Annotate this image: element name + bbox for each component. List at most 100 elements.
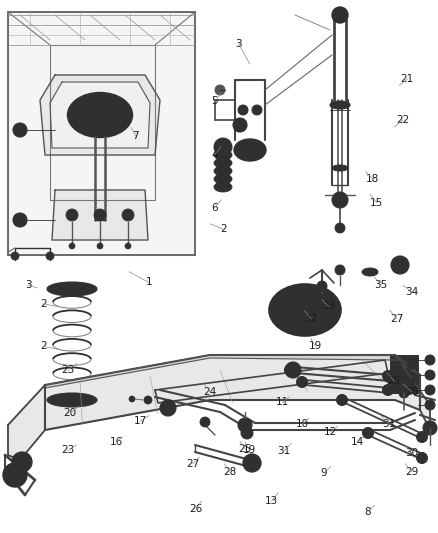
Circle shape bbox=[363, 427, 374, 439]
Ellipse shape bbox=[75, 98, 125, 132]
Circle shape bbox=[407, 379, 415, 387]
Text: 17: 17 bbox=[134, 416, 147, 426]
Text: 10: 10 bbox=[296, 419, 309, 429]
Ellipse shape bbox=[286, 296, 324, 324]
Circle shape bbox=[107, 99, 114, 106]
Circle shape bbox=[285, 365, 296, 376]
Ellipse shape bbox=[332, 165, 348, 171]
Text: 25: 25 bbox=[239, 445, 252, 454]
Ellipse shape bbox=[214, 182, 232, 192]
Text: 4: 4 bbox=[211, 150, 218, 159]
Text: 1: 1 bbox=[145, 278, 152, 287]
Circle shape bbox=[317, 281, 327, 291]
Ellipse shape bbox=[12, 452, 32, 472]
Circle shape bbox=[312, 297, 318, 303]
Text: 27: 27 bbox=[390, 314, 403, 324]
Circle shape bbox=[425, 385, 435, 395]
Circle shape bbox=[85, 99, 92, 106]
Circle shape bbox=[94, 209, 106, 221]
Ellipse shape bbox=[54, 395, 90, 405]
Bar bbox=[390, 355, 418, 393]
Text: 29: 29 bbox=[405, 467, 418, 477]
Circle shape bbox=[238, 105, 248, 115]
Circle shape bbox=[74, 111, 81, 118]
Circle shape bbox=[119, 111, 126, 118]
Ellipse shape bbox=[214, 174, 232, 184]
Circle shape bbox=[85, 125, 92, 132]
Text: 7: 7 bbox=[132, 131, 139, 141]
Circle shape bbox=[399, 388, 409, 398]
Circle shape bbox=[215, 85, 225, 95]
Ellipse shape bbox=[54, 285, 90, 294]
Circle shape bbox=[425, 355, 435, 365]
Ellipse shape bbox=[214, 158, 232, 168]
Circle shape bbox=[252, 105, 262, 115]
Polygon shape bbox=[155, 360, 388, 403]
Ellipse shape bbox=[214, 150, 232, 160]
Circle shape bbox=[319, 307, 325, 313]
Text: 28: 28 bbox=[223, 467, 237, 477]
Text: 3: 3 bbox=[25, 280, 32, 290]
Circle shape bbox=[332, 7, 348, 23]
Circle shape bbox=[66, 209, 78, 221]
Text: 31: 31 bbox=[277, 446, 290, 456]
Polygon shape bbox=[52, 190, 148, 240]
Text: 30: 30 bbox=[405, 448, 418, 458]
Polygon shape bbox=[45, 355, 420, 388]
Text: 8: 8 bbox=[364, 507, 371, 516]
Text: 27: 27 bbox=[186, 459, 199, 469]
Circle shape bbox=[160, 400, 176, 416]
Text: 13: 13 bbox=[265, 496, 278, 506]
Text: 26: 26 bbox=[190, 504, 203, 514]
Circle shape bbox=[144, 396, 152, 404]
Ellipse shape bbox=[330, 101, 350, 109]
Circle shape bbox=[245, 145, 255, 155]
Text: 9: 9 bbox=[321, 469, 328, 478]
Circle shape bbox=[386, 371, 400, 385]
Ellipse shape bbox=[47, 282, 97, 296]
Circle shape bbox=[46, 252, 54, 260]
Circle shape bbox=[19, 459, 25, 465]
Circle shape bbox=[391, 256, 409, 274]
Circle shape bbox=[17, 127, 23, 133]
Circle shape bbox=[382, 384, 393, 395]
Circle shape bbox=[11, 252, 19, 260]
Circle shape bbox=[407, 361, 415, 369]
Circle shape bbox=[417, 432, 427, 442]
Text: 2: 2 bbox=[40, 299, 47, 309]
Polygon shape bbox=[45, 355, 420, 430]
Circle shape bbox=[313, 316, 319, 322]
Text: 32: 32 bbox=[304, 314, 318, 324]
Circle shape bbox=[332, 192, 348, 208]
Ellipse shape bbox=[92, 110, 107, 120]
Circle shape bbox=[335, 223, 345, 233]
Text: 22: 22 bbox=[396, 115, 410, 125]
Circle shape bbox=[97, 243, 103, 249]
Text: 6: 6 bbox=[211, 203, 218, 213]
Circle shape bbox=[69, 243, 75, 249]
Circle shape bbox=[285, 362, 301, 378]
Text: 20: 20 bbox=[64, 408, 77, 418]
Circle shape bbox=[107, 125, 114, 132]
Ellipse shape bbox=[278, 290, 332, 329]
Text: 25: 25 bbox=[388, 376, 401, 386]
Text: 3: 3 bbox=[235, 39, 242, 49]
Circle shape bbox=[3, 463, 27, 487]
Circle shape bbox=[425, 370, 435, 380]
Ellipse shape bbox=[17, 456, 28, 467]
Circle shape bbox=[13, 123, 27, 137]
Circle shape bbox=[125, 243, 131, 249]
Circle shape bbox=[129, 396, 135, 402]
Text: 19: 19 bbox=[309, 342, 322, 351]
Text: 23: 23 bbox=[61, 366, 74, 375]
Text: 2: 2 bbox=[220, 224, 227, 234]
Circle shape bbox=[241, 427, 253, 439]
Polygon shape bbox=[8, 12, 195, 255]
Polygon shape bbox=[50, 82, 150, 148]
Circle shape bbox=[297, 295, 304, 301]
Text: 14: 14 bbox=[350, 438, 364, 447]
Text: 16: 16 bbox=[110, 438, 123, 447]
Circle shape bbox=[13, 473, 17, 477]
Text: 35: 35 bbox=[374, 280, 388, 290]
Circle shape bbox=[382, 370, 393, 382]
